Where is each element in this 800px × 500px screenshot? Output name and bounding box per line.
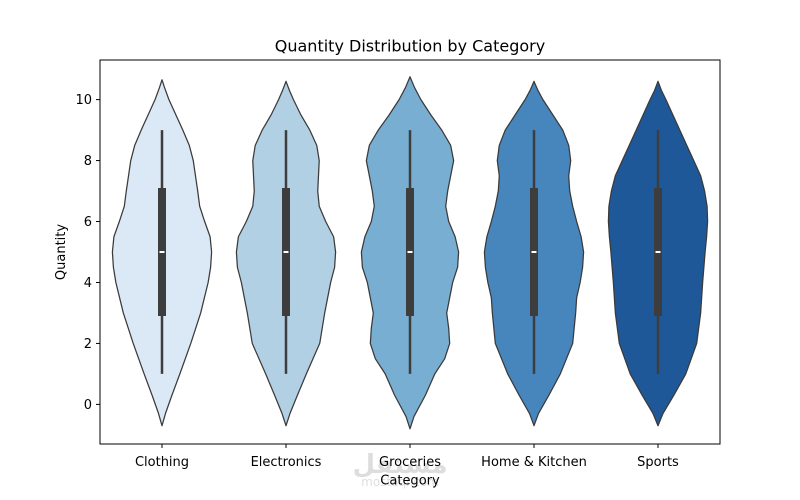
y-tick-label: 2 — [84, 337, 92, 352]
inner-boxes — [158, 130, 662, 374]
y-tick-label: 6 — [84, 215, 92, 230]
watermark-logo: مستقل — [352, 450, 447, 480]
x-tick-label: Clothing — [135, 455, 189, 470]
y-tick-label: 8 — [84, 154, 92, 169]
watermark: مستقل mostaql.com — [352, 450, 447, 489]
chart-title: Quantity Distribution by Category — [275, 37, 545, 56]
y-axis-label: Quantity — [54, 224, 69, 280]
watermark-url: mostaql.com — [361, 475, 439, 489]
x-tick-label: Home & Kitchen — [481, 455, 587, 470]
x-axis: Clothing Electronics Groceries Home & Kitch… — [135, 444, 679, 470]
x-tick-label: Electronics — [251, 455, 322, 470]
x-tick-label: Groceries — [379, 455, 441, 470]
x-axis-label: Category — [380, 474, 440, 489]
y-tick-label: 0 — [84, 398, 92, 413]
y-tick-label: 4 — [84, 276, 92, 291]
y-tick-label: 10 — [75, 93, 92, 108]
y-axis: 0 2 4 6 8 10 — [75, 93, 100, 413]
x-tick-label: Sports — [637, 455, 679, 470]
